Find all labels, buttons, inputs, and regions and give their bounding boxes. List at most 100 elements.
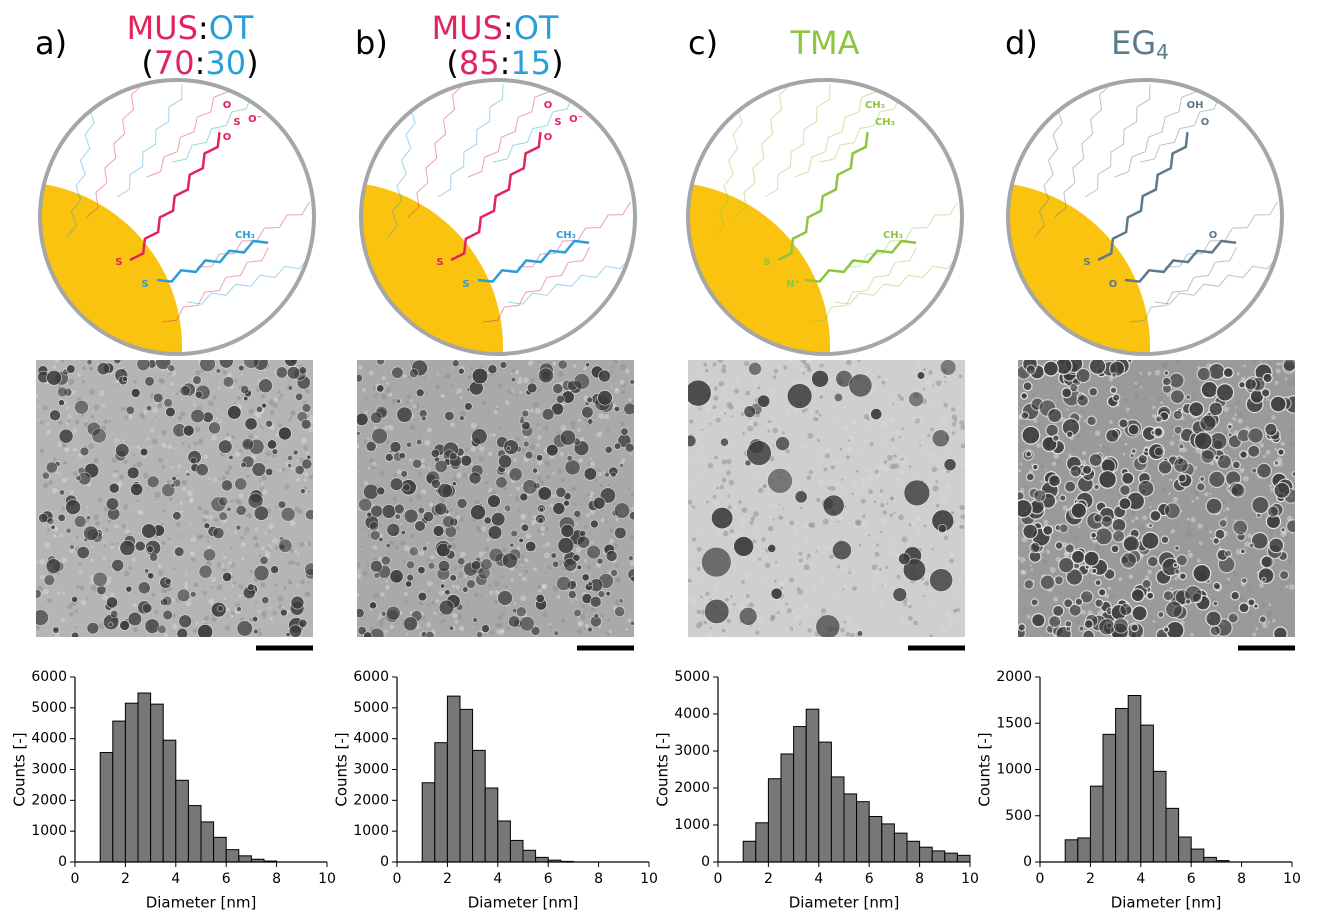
particle (581, 573, 590, 582)
particle (1291, 470, 1295, 477)
subtitle-part: ( (141, 44, 153, 82)
particle (406, 573, 414, 582)
particle (45, 461, 58, 474)
bar (213, 836, 227, 863)
particle (590, 519, 599, 529)
particle (402, 483, 411, 492)
particle (174, 546, 185, 557)
particle (613, 405, 621, 413)
particle (497, 590, 513, 606)
particle (1137, 453, 1149, 465)
particle (1212, 600, 1219, 607)
particle (416, 438, 423, 446)
particle (1063, 598, 1074, 609)
y-tick-label: 2000 (353, 792, 389, 808)
x-tick-label: 8 (594, 871, 603, 887)
x-axis-label: Diameter [nm] (1111, 894, 1222, 912)
particle (179, 385, 191, 397)
particle (1042, 524, 1054, 536)
particle (398, 452, 406, 460)
bar (1152, 770, 1167, 863)
particle (1178, 572, 1187, 581)
particle (618, 462, 625, 469)
particle (1280, 527, 1286, 533)
particle (743, 405, 757, 418)
particle (434, 502, 448, 516)
particle (501, 552, 518, 569)
panel-title: MUS:OT (127, 9, 254, 47)
y-tick-label: 5000 (31, 700, 67, 716)
particle (563, 499, 570, 507)
particle (552, 560, 560, 568)
particle (448, 625, 455, 631)
particle (146, 475, 160, 489)
particle (1078, 625, 1085, 632)
particle (1240, 577, 1248, 585)
chain (1154, 256, 1282, 305)
particle (71, 595, 79, 603)
particle (470, 560, 482, 571)
particle (503, 504, 512, 513)
bar (1077, 837, 1091, 863)
x-axis-label: Diameter [nm] (789, 894, 900, 912)
particle (153, 392, 164, 404)
particle (499, 361, 508, 369)
y-tick-label: 3000 (31, 762, 67, 778)
particle (1253, 603, 1259, 609)
particle (255, 405, 263, 413)
particle (1093, 483, 1100, 491)
particle (171, 475, 177, 482)
particle (1227, 612, 1239, 624)
particle (190, 408, 205, 424)
particle (1112, 393, 1121, 402)
particle (1205, 610, 1222, 627)
particle (357, 431, 361, 436)
particle (1074, 597, 1084, 607)
particle (396, 406, 413, 423)
chain (834, 256, 962, 305)
particle (290, 595, 305, 610)
particle (1268, 537, 1285, 554)
particle (1224, 549, 1233, 558)
particle (287, 454, 293, 461)
particle (898, 552, 911, 565)
bar (238, 855, 252, 863)
particle (532, 467, 538, 474)
particle (49, 409, 61, 422)
particle (144, 618, 160, 634)
particle (515, 606, 527, 618)
particle (1052, 434, 1060, 442)
particle (1160, 535, 1170, 545)
particle (1023, 578, 1035, 590)
particle (122, 376, 128, 382)
particle (199, 360, 216, 372)
particle (119, 620, 130, 631)
particle (538, 367, 554, 384)
particle (1141, 578, 1152, 590)
particle (58, 489, 65, 496)
particle (1282, 360, 1295, 373)
particle (427, 561, 436, 570)
particle (1231, 460, 1241, 470)
particle (1214, 528, 1226, 540)
particle (451, 481, 457, 487)
molecule-label: O (1109, 279, 1118, 290)
particle (1273, 626, 1288, 637)
x-tick-label: 2 (764, 871, 773, 887)
particle (414, 520, 426, 532)
particle (218, 511, 228, 521)
particle (406, 560, 415, 570)
particle (1064, 480, 1077, 493)
particle (1184, 598, 1192, 605)
particle (265, 467, 274, 476)
particle (235, 524, 242, 531)
particle (535, 593, 545, 603)
particle (69, 544, 75, 550)
particle (1262, 372, 1273, 384)
particle (145, 404, 153, 412)
bar (1203, 856, 1217, 863)
x-tick-label: 6 (222, 871, 231, 887)
particle (50, 524, 56, 530)
y-tick-label: 0 (1023, 854, 1032, 870)
particle (202, 548, 217, 562)
